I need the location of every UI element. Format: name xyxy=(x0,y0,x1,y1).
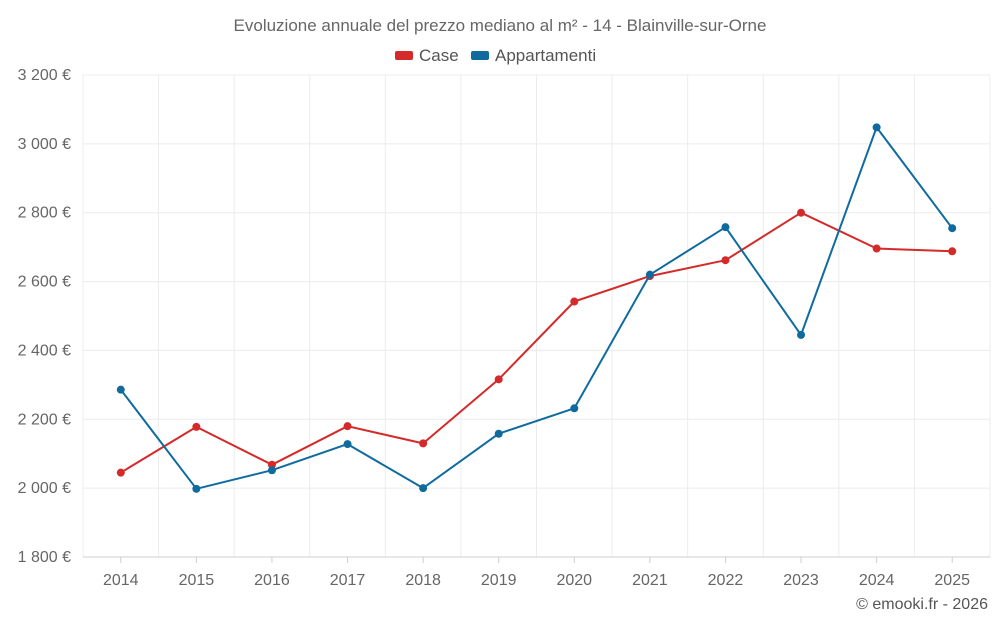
y-tick-label: 2 800 € xyxy=(18,205,71,222)
data-point-appartamenti[interactable] xyxy=(721,223,730,232)
data-point-appartamenti[interactable] xyxy=(116,385,125,394)
data-point-case[interactable] xyxy=(872,244,881,253)
axis-layer: 1 800 € 2 000 € 2 200 € 2 400 € 2 600 € 2 800… xyxy=(18,67,990,589)
y-tick-label: 2 400 € xyxy=(18,342,71,359)
series-layer xyxy=(116,123,957,493)
data-point-appartamenti[interactable] xyxy=(797,330,806,339)
x-tick-label: 2020 xyxy=(556,572,592,589)
data-point-appartamenti[interactable] xyxy=(570,404,579,413)
data-point-appartamenti[interactable] xyxy=(948,224,957,233)
legend-item-case[interactable]: Case xyxy=(395,46,459,65)
legend-label-appartamenti: Appartamenti xyxy=(495,46,596,65)
data-point-case[interactable] xyxy=(721,256,730,265)
data-point-appartamenti[interactable] xyxy=(872,123,881,132)
data-point-case[interactable] xyxy=(116,468,125,477)
x-tick-label: 2023 xyxy=(783,572,819,589)
data-point-case[interactable] xyxy=(343,422,352,431)
data-point-appartamenti[interactable] xyxy=(419,484,428,493)
legend: Case Appartamenti xyxy=(395,46,596,65)
x-tick-label: 2024 xyxy=(859,572,895,589)
data-point-case[interactable] xyxy=(570,297,579,306)
x-tick-label: 2025 xyxy=(934,572,970,589)
data-point-case[interactable] xyxy=(419,439,428,448)
legend-item-appartamenti[interactable]: Appartamenti xyxy=(471,46,596,65)
y-tick-label: 2 000 € xyxy=(18,480,71,497)
credit-text: © emooki.fr - 2026 xyxy=(856,596,988,613)
x-tick-label: 2015 xyxy=(179,572,215,589)
x-tick-label: 2017 xyxy=(330,572,366,589)
x-tick-label: 2021 xyxy=(632,572,668,589)
x-tick-label: 2014 xyxy=(103,572,139,589)
grid-layer xyxy=(82,74,991,557)
x-tick-label: 2018 xyxy=(405,572,441,589)
y-tick-label: 3 200 € xyxy=(18,67,71,84)
data-point-appartamenti[interactable] xyxy=(267,466,276,475)
data-point-appartamenti[interactable] xyxy=(192,484,201,493)
y-tick-label: 1 800 € xyxy=(18,549,71,566)
data-point-case[interactable] xyxy=(494,375,503,384)
data-point-appartamenti[interactable] xyxy=(343,440,352,449)
x-tick-label: 2016 xyxy=(254,572,290,589)
series-line-case xyxy=(120,211,953,474)
legend-swatch-case xyxy=(395,51,413,60)
legend-label-case: Case xyxy=(419,46,459,65)
chart-title: Evoluzione annuale del prezzo mediano al… xyxy=(234,16,767,35)
legend-swatch-appartamenti xyxy=(471,51,489,60)
data-point-appartamenti[interactable] xyxy=(645,270,654,279)
data-point-appartamenti[interactable] xyxy=(494,429,503,438)
data-point-case[interactable] xyxy=(797,208,806,217)
x-tick-label: 2022 xyxy=(708,572,744,589)
series-line-appartamenti xyxy=(120,126,954,490)
data-point-case[interactable] xyxy=(948,247,957,256)
y-tick-label: 2 200 € xyxy=(18,411,71,428)
y-tick-label: 2 600 € xyxy=(18,274,71,291)
data-point-case[interactable] xyxy=(192,422,201,431)
y-tick-label: 3 000 € xyxy=(18,136,71,153)
data-point-case[interactable] xyxy=(267,460,276,469)
x-tick-label: 2019 xyxy=(481,572,517,589)
series-appartamenti xyxy=(116,123,957,493)
